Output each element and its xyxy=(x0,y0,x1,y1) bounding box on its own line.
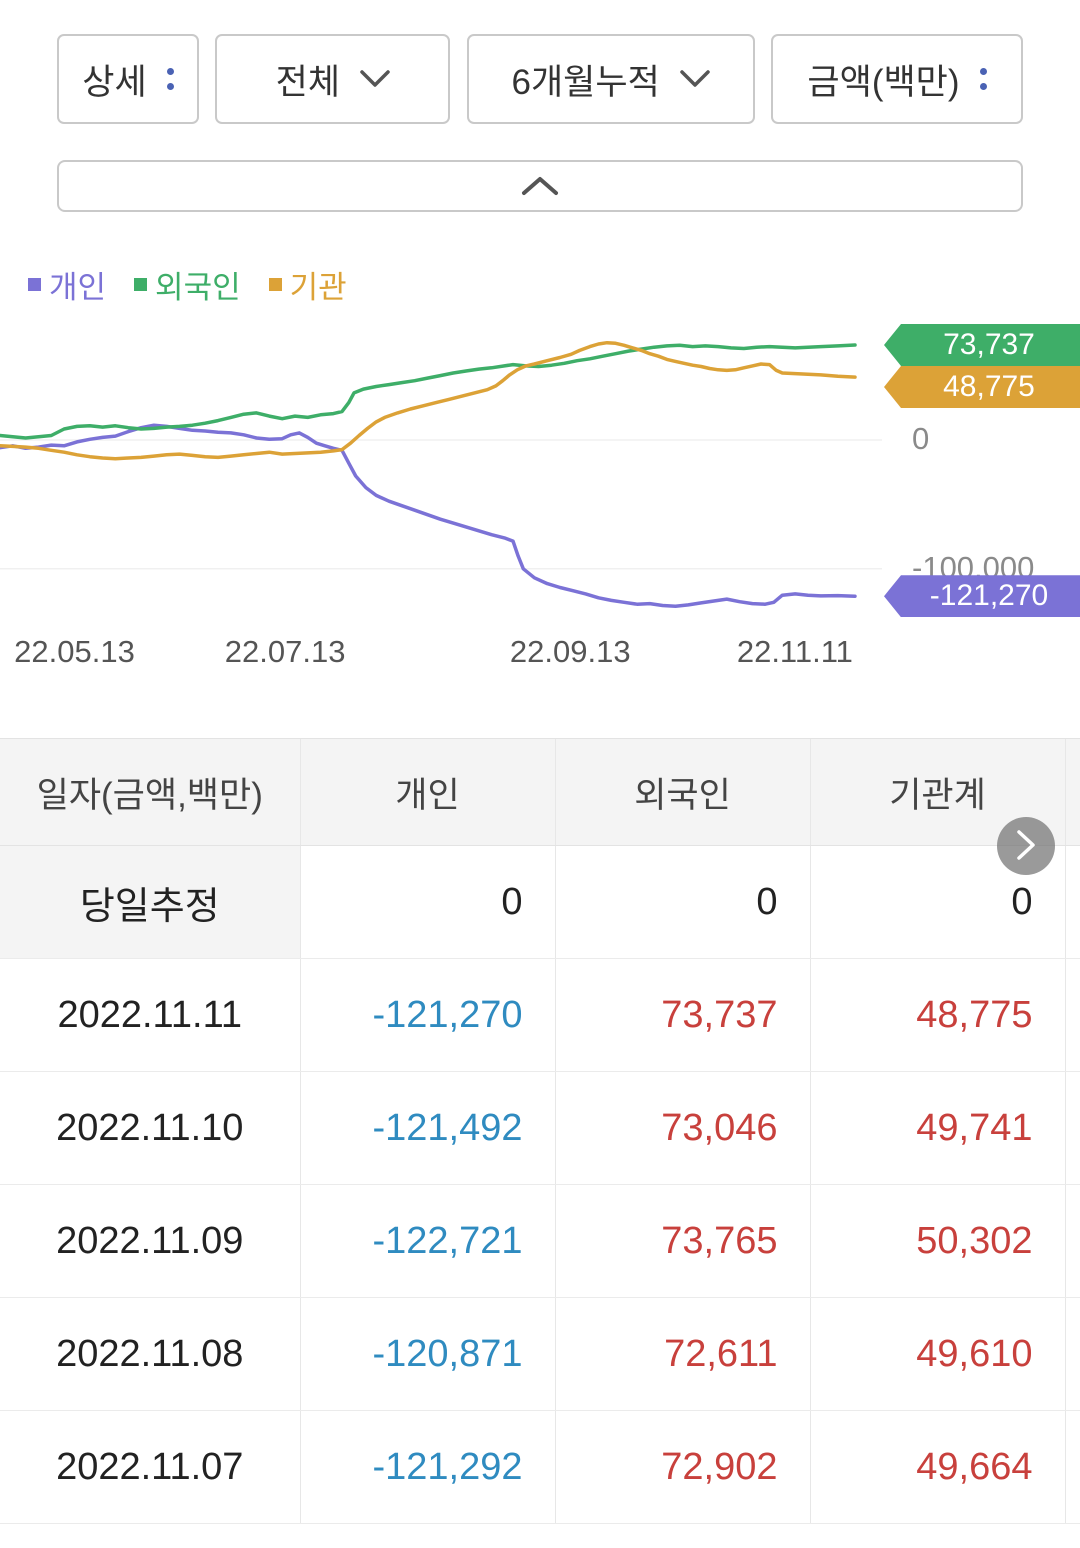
table-header-row: 일자(금액,백만) 개인 외국인 기관계 xyxy=(0,738,1080,846)
value-cell: -121,270 xyxy=(299,958,555,1072)
value-cell: -120,871 xyxy=(299,1297,555,1411)
legend-swatch-icon xyxy=(28,278,41,291)
date-cell: 2022.11.09 xyxy=(0,1184,300,1298)
table-row: 2022.11.10 -121,492 73,046 49,741 xyxy=(0,1071,1080,1185)
legend-item-2[interactable]: 외국인 xyxy=(134,262,241,307)
legend-label: 개인 xyxy=(49,270,107,305)
legend-label: 외국인 xyxy=(155,270,241,305)
chevron-down-icon xyxy=(680,70,710,88)
value-cell: 49,741 xyxy=(809,1071,1065,1185)
x-axis-tick-label: 22.07.13 xyxy=(224,634,346,669)
value-cell: 72,902 xyxy=(554,1410,810,1524)
chevron-right-icon xyxy=(1013,828,1039,865)
series-line-individual xyxy=(0,423,857,608)
value-cell-cutoff xyxy=(1064,1184,1080,1298)
value-cell: 0 xyxy=(554,845,810,959)
legend-swatch-icon xyxy=(134,278,148,291)
investor-table: 일자(금액,백만) 개인 외국인 기관계 당일추정 0 0 0 2022.11.11 -121,… xyxy=(0,738,1080,1524)
x-axis-tick-label: 22.09.13 xyxy=(509,634,631,669)
more-options-icon xyxy=(166,68,174,90)
value-cell: 73,046 xyxy=(554,1071,810,1185)
table-row: 2022.11.09 -122,721 73,765 50,302 xyxy=(0,1184,1080,1298)
column-header-cutoff xyxy=(1064,738,1080,846)
end-value-badge-foreign: 73,737 xyxy=(884,323,1080,366)
scope-dropdown-value: 전체 xyxy=(275,62,341,102)
value-cell-cutoff xyxy=(1064,1297,1080,1411)
value-cell: -121,292 xyxy=(299,1410,555,1524)
legend-swatch-icon xyxy=(268,278,282,291)
more-options-icon xyxy=(979,68,987,90)
value-cell: -121,492 xyxy=(299,1071,555,1185)
value-cell-cutoff xyxy=(1064,1071,1080,1185)
table-row: 2022.11.07 -121,292 72,902 49,664 xyxy=(0,1410,1080,1524)
value-cell: -122,721 xyxy=(299,1184,555,1298)
toolbar: 상세 전체 6개월누적 금액(백만) xyxy=(57,34,1023,124)
table-row: 당일추정 0 0 0 xyxy=(0,845,1080,959)
value-cell: 49,664 xyxy=(809,1410,1065,1524)
period-dropdown[interactable]: 6개월누적 xyxy=(466,34,755,124)
date-cell: 2022.11.11 xyxy=(0,958,300,1072)
series-line-institution xyxy=(0,340,857,461)
detail-button-label: 상세 xyxy=(82,62,147,102)
value-cell-cutoff xyxy=(1064,958,1080,1072)
investor-data-table: 일자(금액,백만) 개인 외국인 기관계 당일추정 0 0 0 2022.11.11 -121,… xyxy=(0,738,1080,1524)
investor-trend-chart: 0 -100,000 73,737 48,775 -121,270 xyxy=(0,315,1080,630)
scope-dropdown[interactable]: 전체 xyxy=(215,34,451,124)
value-cell-cutoff xyxy=(1064,845,1080,959)
value-cell-cutoff xyxy=(1064,1410,1080,1524)
chart-legend: 개인 외국인 기관 xyxy=(28,262,1080,307)
period-dropdown-value: 6개월누적 xyxy=(511,62,660,102)
y-axis-tick-label: 0 xyxy=(912,420,930,456)
value-cell: 48,775 xyxy=(809,958,1065,1072)
chevron-down-icon xyxy=(360,70,390,88)
value-cell: 50,302 xyxy=(809,1184,1065,1298)
x-axis: 22.05.13 22.07.13 22.09.13 22.11.11 xyxy=(0,634,1080,676)
unit-button[interactable]: 금액(백만) xyxy=(770,34,1023,124)
column-header: 기관계 xyxy=(809,738,1065,846)
date-cell: 당일추정 xyxy=(0,845,300,959)
collapse-chart-button[interactable] xyxy=(57,160,1023,212)
legend-item-3[interactable]: 기관 xyxy=(268,262,347,307)
date-cell: 2022.11.10 xyxy=(0,1071,300,1185)
legend-item-1[interactable]: 개인 xyxy=(28,262,106,307)
value-cell: 73,737 xyxy=(554,958,810,1072)
x-axis-tick-label: 22.11.11 xyxy=(736,634,853,669)
column-header: 외국인 xyxy=(554,738,810,846)
value-cell: 49,610 xyxy=(809,1297,1065,1411)
x-axis-tick-label: 22.05.13 xyxy=(14,634,135,669)
date-cell: 2022.11.07 xyxy=(0,1410,300,1524)
chart-canvas xyxy=(0,340,882,608)
detail-button[interactable]: 상세 xyxy=(57,34,199,124)
value-cell: 0 xyxy=(299,845,555,959)
table-row: 2022.11.08 -120,871 72,611 49,610 xyxy=(0,1297,1080,1411)
legend-label: 기관 xyxy=(289,270,347,305)
table-scroll-right-button[interactable] xyxy=(997,817,1055,875)
table-row: 2022.11.11 -121,270 73,737 48,775 xyxy=(0,958,1080,1072)
column-header: 개인 xyxy=(299,738,555,846)
column-header: 일자(금액,백만) xyxy=(0,738,300,846)
end-value-badge-institution: 48,775 xyxy=(884,365,1080,408)
series-line-foreign xyxy=(0,343,857,440)
date-cell: 2022.11.08 xyxy=(0,1297,300,1411)
chevron-up-icon xyxy=(521,176,559,196)
value-cell: 73,765 xyxy=(554,1184,810,1298)
value-cell: 72,611 xyxy=(554,1297,810,1411)
end-value-badge-individual: -121,270 xyxy=(884,575,1080,618)
unit-button-label: 금액(백만) xyxy=(807,62,960,102)
